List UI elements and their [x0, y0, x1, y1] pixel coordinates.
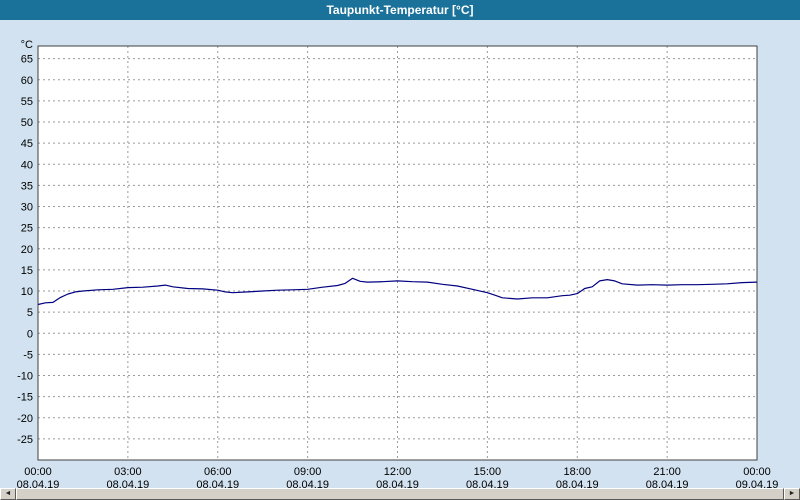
- svg-text:60: 60: [21, 75, 33, 87]
- horizontal-scrollbar[interactable]: ◄ ►: [0, 488, 800, 500]
- svg-text:65: 65: [21, 54, 33, 66]
- svg-text:06:00: 06:00: [204, 466, 232, 478]
- svg-text:20: 20: [21, 244, 33, 256]
- svg-text:25: 25: [21, 223, 33, 235]
- svg-text:08.04.19: 08.04.19: [646, 479, 689, 488]
- scrollbar-thumb[interactable]: [16, 488, 784, 500]
- svg-text:5: 5: [27, 307, 33, 319]
- svg-text:09.04.19: 09.04.19: [736, 479, 779, 488]
- svg-text:-5: -5: [23, 349, 33, 361]
- title-bar: Taupunkt-Temperatur [°C]: [0, 0, 800, 20]
- svg-text:15: 15: [21, 265, 33, 277]
- svg-text:08.04.19: 08.04.19: [376, 479, 419, 488]
- scrollbar-track[interactable]: [16, 488, 784, 500]
- scroll-left-button[interactable]: ◄: [0, 488, 16, 500]
- svg-text:-25: -25: [17, 434, 33, 446]
- svg-text:00:00: 00:00: [24, 466, 52, 478]
- svg-text:10: 10: [21, 286, 33, 298]
- svg-text:40: 40: [21, 159, 33, 171]
- chart-title: Taupunkt-Temperatur [°C]: [326, 3, 474, 17]
- scroll-right-button[interactable]: ►: [784, 488, 800, 500]
- svg-text:0: 0: [27, 328, 33, 340]
- svg-text:08.04.19: 08.04.19: [106, 479, 149, 488]
- svg-text:-20: -20: [17, 413, 33, 425]
- svg-text:08.04.19: 08.04.19: [196, 479, 239, 488]
- svg-text:08.04.19: 08.04.19: [17, 479, 60, 488]
- svg-text:35: 35: [21, 180, 33, 192]
- dewpoint-line-chart: -25 -20 -15 -10 -5 0 5 10 15 20 25 30 35 40 45 50 55 60 65…: [17, 39, 779, 488]
- svg-text:45: 45: [21, 138, 33, 150]
- svg-text:°C: °C: [21, 39, 33, 51]
- svg-text:-10: -10: [17, 371, 33, 383]
- svg-text:08.04.19: 08.04.19: [556, 479, 599, 488]
- svg-text:15:00: 15:00: [474, 466, 502, 478]
- svg-text:55: 55: [21, 96, 33, 108]
- svg-text:12:00: 12:00: [384, 466, 412, 478]
- svg-text:03:00: 03:00: [114, 466, 142, 478]
- chart-area: -25 -20 -15 -10 -5 0 5 10 15 20 25 30 35 40 45 50 55 60 65…: [0, 20, 800, 488]
- svg-text:-15: -15: [17, 392, 33, 404]
- svg-text:08.04.19: 08.04.19: [286, 479, 329, 488]
- svg-text:00:00: 00:00: [743, 466, 771, 478]
- svg-text:08.04.19: 08.04.19: [466, 479, 509, 488]
- svg-text:30: 30: [21, 202, 33, 214]
- svg-text:50: 50: [21, 117, 33, 129]
- svg-text:09:00: 09:00: [294, 466, 322, 478]
- svg-text:18:00: 18:00: [563, 466, 591, 478]
- svg-text:21:00: 21:00: [653, 466, 681, 478]
